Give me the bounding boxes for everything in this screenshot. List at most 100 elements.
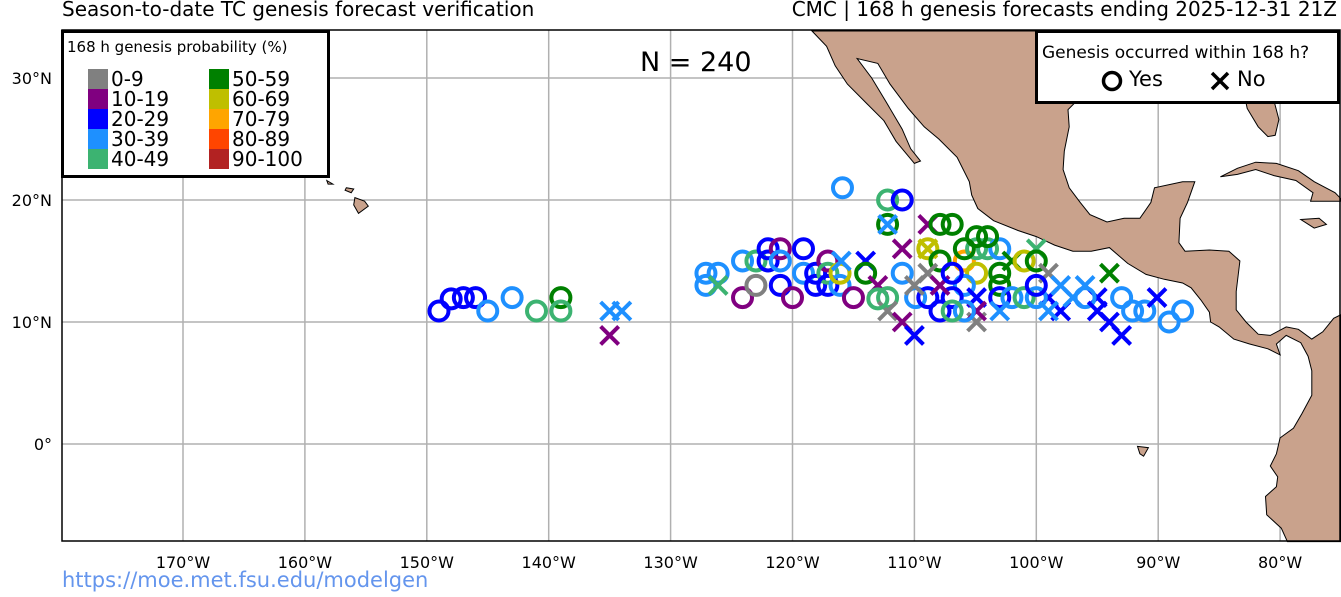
genesis-yes-point [816, 249, 840, 273]
genesis-yes-point [952, 273, 976, 297]
circle-yes-icon [1101, 70, 1123, 92]
genesis-yes-point [1121, 299, 1145, 323]
landmass [306, 30, 1341, 543]
forecast-count: N = 240 [640, 47, 752, 78]
genesis-yes-point [781, 286, 804, 310]
genesis-yes-point [768, 237, 792, 261]
legend-bin: 80-89 [209, 127, 290, 151]
lon-tick-label: 170°W [156, 553, 211, 572]
genesis-yes-point [940, 212, 964, 236]
genesis-yes-point [940, 299, 964, 323]
genesis-yes-point [928, 249, 952, 273]
lat-tick-label: 30°N [12, 69, 52, 88]
genesis-yes-point [768, 249, 792, 273]
genesis-no-point [611, 300, 633, 322]
genesis-no-point [599, 325, 621, 346]
land-polygon [353, 196, 370, 215]
genesis-yes-point [744, 273, 768, 297]
genesis-yes-point [854, 261, 878, 285]
genesis-yes-point [1073, 286, 1097, 310]
genesis-yes-point [1024, 286, 1048, 310]
lat-tick-label: 10°N [12, 313, 52, 332]
lon-tick-label: 130°W [643, 553, 698, 572]
lon-tick-label: 140°W [522, 553, 577, 572]
legend-bin: 30-39 [88, 127, 170, 151]
genesis-yes-point [1012, 286, 1036, 310]
genesis-yes-point [1133, 299, 1157, 323]
lon-tick-label: 160°W [278, 553, 333, 572]
genesis-yes-point [952, 249, 976, 273]
outcome-no-label: No [1237, 67, 1266, 91]
genesis-yes-point [791, 237, 815, 261]
genesis-yes-point [1000, 286, 1024, 310]
legend-bin-label: 20-29 [111, 107, 170, 131]
legend-bin-label: 0-9 [111, 67, 144, 91]
legend-bin: 0-9 [88, 67, 144, 91]
genesis-yes-point [940, 286, 964, 310]
lat-tick-label: 20°N [12, 191, 52, 210]
genesis-yes-point [1171, 299, 1195, 323]
genesis-yes-point [439, 287, 463, 311]
legend-bin-label: 70-79 [232, 107, 291, 131]
legend-swatch [209, 129, 229, 149]
legend-bin-label: 30-39 [111, 127, 170, 151]
legend-bin: 90-100 [209, 147, 303, 171]
genesis-yes-point [876, 212, 900, 236]
land-polygon [810, 30, 1341, 543]
genesis-yes-point [988, 237, 1012, 261]
legend-bin: 40-49 [88, 147, 170, 171]
land-polygon [344, 187, 355, 194]
genesis-yes-point [976, 225, 1000, 249]
genesis-yes-point [928, 212, 952, 236]
legend-bin: 20-29 [88, 107, 170, 131]
genesis-yes-point [890, 188, 914, 212]
genesis-yes-point [816, 273, 840, 297]
lon-tick-label: 150°W [400, 553, 455, 572]
legend-bin: 60-69 [209, 87, 291, 111]
genesis-no-point [877, 213, 898, 235]
genesis-no-point [707, 274, 729, 296]
lon-tick-label: 120°W [765, 553, 820, 572]
genesis-yes-point [744, 249, 768, 273]
legend-swatch [209, 89, 229, 109]
genesis-yes-point [1024, 273, 1048, 297]
title-right: CMC | 168 h genesis forecasts ending 202… [791, 0, 1337, 21]
outcome-legend: Genesis occurred within 168 h? Yes No [1035, 30, 1340, 104]
legend-bin-label: 10-19 [111, 87, 170, 111]
legend-swatch [88, 89, 108, 109]
forecast-points [427, 176, 1195, 346]
axis-ticks: 170°W 160°W 150°W 140°W 130°W 120°W 110°W 100°W… [12, 69, 1303, 572]
genesis-yes-point [476, 299, 500, 323]
genesis-no-point [903, 325, 925, 346]
genesis-yes-point [890, 261, 914, 285]
genesis-yes-point [965, 261, 989, 285]
outcome-legend-title: Genesis occurred within 168 h? [1042, 43, 1310, 63]
genesis-yes-point [965, 225, 989, 249]
legend-bin-label: 60-69 [232, 87, 291, 111]
genesis-yes-point [549, 299, 573, 323]
outcome-yes-label: Yes [1129, 67, 1163, 91]
genesis-no-point [903, 274, 925, 296]
genesis-no-point [1146, 287, 1168, 309]
genesis-no-point [1111, 325, 1133, 346]
land-polygon [1220, 161, 1341, 202]
genesis-yes-point [756, 249, 780, 273]
genesis-yes-point [928, 299, 952, 323]
genesis-yes-point [940, 261, 964, 285]
map-frame [61, 29, 1341, 542]
legend-bin-label: 40-49 [111, 147, 170, 171]
lon-tick-label: 110°W [887, 553, 942, 572]
genesis-no-point [891, 238, 913, 260]
legend-bin: 50-59 [209, 67, 290, 91]
genesis-no-point [1086, 300, 1108, 322]
source-link[interactable]: https://moe.met.fsu.edu/modelgen [62, 568, 429, 592]
genesis-yes-point [731, 249, 755, 273]
genesis-yes-point [464, 286, 488, 310]
genesis-yes-point [876, 286, 900, 310]
legend-bin: 10-19 [88, 87, 170, 111]
genesis-no-point [1038, 300, 1059, 322]
lon-tick-label: 90°W [1136, 553, 1180, 572]
legend-swatch [209, 149, 229, 169]
lon-tick-label: 80°W [1258, 553, 1302, 572]
